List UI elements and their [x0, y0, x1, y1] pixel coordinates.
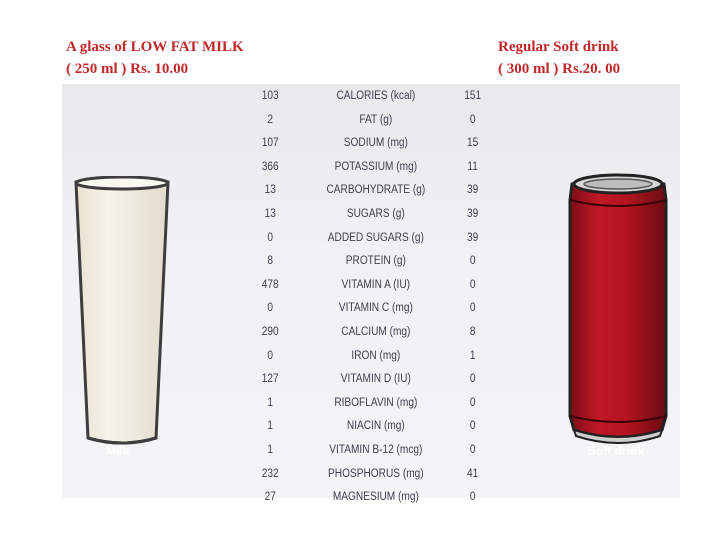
milk-value: 0: [267, 349, 274, 362]
milk-value: 13: [264, 207, 276, 220]
soda-value: 0: [469, 420, 476, 433]
soda-value: 0: [469, 491, 476, 504]
milk-value: 1: [267, 420, 274, 433]
soda-value: 1: [469, 349, 476, 362]
table-row: 1 NIACIN (mg) 0: [250, 416, 505, 440]
soda-can-image: [568, 173, 668, 444]
table-row: 13 CARBOHYDRATE (g) 39: [250, 180, 505, 204]
milk-value: 0: [267, 302, 274, 315]
nutrient-name: CARBOHYDRATE (g): [326, 184, 426, 197]
soda-value: 39: [467, 231, 479, 244]
soda-caption: Soft drink: [588, 444, 644, 458]
milk-value: 103: [261, 90, 279, 102]
soda-value: 41: [467, 467, 479, 480]
table-row: 27 MAGNESIUM (mg) 0: [250, 487, 505, 511]
nutrient-name: VITAMIN A (IU): [341, 278, 411, 291]
table-row: 0 ADDED SUGARS (g) 39: [250, 228, 505, 252]
soda-value: 151: [464, 90, 482, 102]
soda-value: 11: [467, 160, 478, 173]
soda-value: 0: [469, 373, 476, 386]
table-row: 127 VITAMIN D (IU) 0: [250, 369, 505, 393]
nutrient-name: VITAMIN C (mg): [338, 302, 413, 315]
milk-value: 1: [267, 443, 274, 456]
soda-value: 0: [469, 278, 476, 291]
nutrient-name: SUGARS (g): [346, 207, 405, 220]
nutrient-name: PROTEIN (g): [345, 255, 406, 268]
soda-value: 0: [469, 396, 476, 409]
milk-glass-image: [74, 176, 170, 445]
milk-value: 8: [267, 255, 274, 268]
table-row: 2 FAT (g) 0: [250, 110, 505, 134]
nutrient-name: ADDED SUGARS (g): [327, 231, 424, 244]
nutrient-name: MAGNESIUM (mg): [332, 491, 419, 504]
soda-title: Regular Soft drink: [498, 39, 619, 55]
table-row: 13 SUGARS (g) 39: [250, 204, 505, 228]
nutrient-name: POTASSIUM (mg): [334, 160, 418, 173]
table-row: 290 CALCIUM (mg) 8: [250, 322, 505, 346]
nutrient-name: CALCIUM (mg): [341, 325, 411, 338]
soda-value: 0: [469, 443, 476, 456]
nutrient-name: VITAMIN D (IU): [340, 373, 411, 386]
milk-value: 290: [261, 325, 279, 338]
nutrient-name: VITAMIN B-12 (mcg): [329, 443, 423, 456]
table-row: 107 SODIUM (mg) 15: [250, 133, 505, 157]
soda-header: Regular Soft drink ( 300 ml ) Rs.20. 00: [498, 36, 620, 80]
nutrient-name: SODIUM (mg): [343, 137, 408, 150]
table-row: 0 IRON (mg) 1: [250, 346, 505, 370]
soda-value: 0: [469, 255, 476, 268]
table-row: 1 RIBOFLAVIN (mg) 0: [250, 393, 505, 417]
soda-value: 39: [467, 207, 479, 220]
table-row: 1 VITAMIN B-12 (mcg) 0: [250, 440, 505, 464]
nutrition-table: 103 CALORIES (kcal) 151 2 FAT (g) 0 107 SODIUM …: [250, 86, 506, 511]
nutrient-name: FAT (g): [359, 113, 393, 126]
milk-value: 27: [264, 491, 276, 504]
soda-volume-price: ( 300 ml ) Rs.20. 00: [498, 61, 621, 77]
milk-value: 366: [261, 160, 279, 173]
table-row: 478 VITAMIN A (IU) 0: [250, 275, 505, 299]
table-row: 232 PHOSPHORUS (mg) 41: [250, 464, 505, 488]
milk-value: 2: [267, 113, 274, 126]
milk-value: 0: [267, 231, 274, 244]
soda-value: 39: [467, 184, 479, 197]
nutrient-name: RIBOFLAVIN (mg): [334, 396, 418, 409]
milk-value: 13: [264, 184, 276, 197]
milk-caption: Milk: [106, 444, 130, 458]
soda-value: 0: [469, 302, 476, 315]
nutrient-name: IRON (mg): [351, 349, 401, 362]
milk-value: 107: [261, 137, 279, 150]
milk-header: A glass of LOW FAT MILK ( 250 ml ) Rs. 1…: [66, 36, 244, 80]
nutrient-name: NIACIN (mg): [346, 420, 405, 433]
table-row: 8 PROTEIN (g) 0: [250, 251, 505, 275]
nutrient-name: CALORIES (kcal): [336, 90, 416, 102]
milk-volume-price: ( 250 ml ) Rs. 10.00: [66, 61, 189, 77]
milk-value: 1: [267, 396, 274, 409]
milk-title: A glass of LOW FAT MILK: [66, 39, 244, 55]
milk-value: 232: [261, 467, 279, 480]
milk-value: 127: [261, 373, 279, 386]
table-row: 103 CALORIES (kcal) 151: [250, 86, 505, 110]
table-row: 366 POTASSIUM (mg) 11: [250, 157, 505, 181]
nutrient-name: PHOSPHORUS (mg): [328, 467, 424, 480]
soda-value: 15: [467, 137, 479, 150]
soda-value: 8: [469, 325, 476, 338]
table-row: 0 VITAMIN C (mg) 0: [250, 298, 505, 322]
soda-value: 0: [469, 113, 476, 126]
milk-value: 478: [261, 278, 279, 291]
